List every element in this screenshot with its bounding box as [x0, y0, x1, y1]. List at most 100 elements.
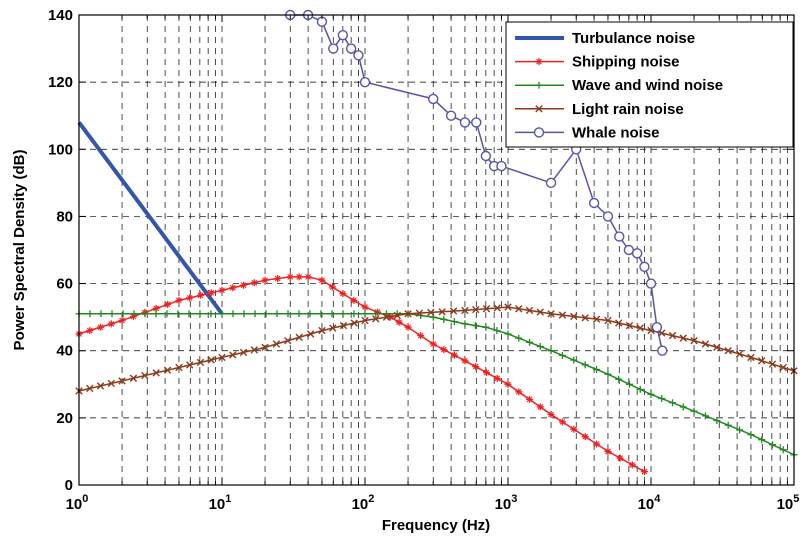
axis-ticks	[79, 14, 794, 486]
shipping-noise-point	[617, 455, 624, 462]
shipping-noise-point	[605, 448, 611, 455]
x-tick-label: 102	[352, 493, 375, 513]
light-rain-noise-point	[461, 306, 469, 315]
shipping-noise-point	[262, 277, 268, 284]
light-rain-noise-point	[636, 324, 644, 332]
light-rain-noise-point	[758, 357, 766, 365]
legend-label: Light rain noise	[572, 101, 684, 118]
light-rain-noise-point	[547, 310, 555, 318]
shipping-noise-point	[515, 388, 522, 395]
shipping-noise-point	[229, 284, 236, 291]
plot-frame	[78, 14, 795, 486]
light-rain-noise-point	[175, 363, 183, 372]
y-axis-label: Power Spectral Density (dB)	[11, 150, 28, 351]
shipping-noise-point	[472, 363, 479, 370]
light-rain-noise-point	[581, 314, 589, 322]
y-tick-labels: 0 20 40 60 80 100 120 140	[48, 7, 73, 494]
light-rain-noise-point	[570, 312, 578, 321]
y-tick-label: 120	[48, 74, 73, 91]
shipping-noise-point	[305, 273, 311, 280]
light-rain-noise-point	[779, 363, 787, 372]
legend-label: Shipping noise	[572, 54, 680, 71]
light-rain-noise-point	[218, 353, 226, 362]
whale-noise-point	[445, 110, 457, 121]
light-rain-noise-point	[306, 330, 315, 338]
light-rain-noise-point	[525, 306, 534, 315]
shipping-noise-point	[296, 273, 303, 280]
x-tick-label: 101	[209, 493, 232, 513]
shipping-noise-point	[108, 320, 115, 327]
shipping-noise-point	[319, 277, 325, 284]
x-tick-label: 104	[638, 493, 662, 513]
shipping-noise-point	[405, 324, 411, 331]
y-tick-label: 40	[56, 343, 73, 360]
shipping-noise-point	[351, 297, 357, 304]
whale-noise-point	[428, 93, 439, 105]
light-rain-noise-point	[768, 360, 777, 368]
legend-label: Turbulance noise	[572, 30, 695, 47]
light-rain-noise-point	[493, 304, 501, 312]
light-rain-noise-point	[427, 308, 435, 317]
light-rain-noise-point	[382, 313, 391, 321]
shipping-noise-point	[362, 304, 368, 310]
light-rain-noise-point	[615, 319, 623, 327]
light-rain-noise-point	[515, 305, 523, 313]
light-rain-noise-point	[239, 348, 248, 357]
shipping-noise-point	[153, 305, 160, 312]
shipping-noise-point	[97, 324, 104, 331]
whale-noise-point	[639, 261, 650, 272]
light-rain-noise-point	[449, 307, 458, 315]
whale-noise-point	[657, 345, 668, 356]
light-rain-noise-point	[724, 347, 732, 355]
light-rain-noise-point	[393, 311, 401, 320]
light-rain-noise-point	[701, 340, 710, 348]
shipping-noise-point	[494, 375, 501, 382]
shipping-noise-point	[548, 411, 554, 418]
whale-noise-point	[631, 248, 643, 259]
light-rain-noise-point	[735, 350, 744, 358]
light-rain-noise-point	[339, 321, 348, 330]
light-rain-noise-point	[592, 315, 601, 323]
shipping-noise-point	[430, 341, 437, 347]
whale-noise-point	[459, 117, 471, 128]
shipping-noise-point	[483, 369, 490, 376]
shipping-noise-point	[164, 301, 171, 308]
light-rain-noise-point	[250, 346, 258, 354]
x-tick-labels: 100 101 102 103 104 105	[66, 493, 800, 513]
turbulance-noise-line	[77, 121, 224, 315]
light-rain-noise-point	[318, 326, 326, 335]
shipping-noise-point	[176, 297, 182, 304]
shipping-noise-point	[526, 396, 533, 403]
shipping-noise-point	[537, 404, 544, 410]
whale-noise-point	[602, 211, 614, 222]
shipping-noise-point	[559, 418, 566, 425]
whale-noise-point	[614, 231, 625, 242]
shipping-noise-point	[219, 287, 225, 294]
light-rain-noise-point	[107, 379, 115, 388]
shipping-noise-point	[329, 284, 336, 290]
whale-noise-point	[337, 29, 349, 41]
light-rain-noise-point	[668, 331, 677, 340]
light-rain-noise-point	[536, 308, 544, 316]
shipping-noise-point	[570, 426, 577, 433]
light-rain-noise-point	[329, 324, 337, 332]
whale-noise-point	[345, 43, 357, 54]
shipping-noise-point	[251, 279, 258, 286]
light-rain-noise-point	[196, 358, 205, 367]
whale-noise-point	[651, 322, 663, 333]
legend-marker	[533, 127, 545, 138]
light-rain-noise-point	[372, 315, 380, 323]
shipping-noise-point	[287, 273, 294, 280]
y-tick-label: 140	[48, 7, 73, 24]
legend-entry-whale-noise: Whale noise	[515, 124, 660, 141]
light-rain-noise-point	[438, 308, 446, 316]
legend: Turbulance noise Shipping noise Wave and w…	[505, 21, 794, 148]
light-rain-noise-point	[350, 319, 358, 327]
light-rain-noise-point	[129, 374, 138, 382]
legend-entry-turbulance-noise: Turbulance noise	[515, 30, 695, 47]
light-rain-noise-point	[141, 371, 149, 380]
whale-noise-point	[545, 177, 557, 189]
legend-label: Whale noise	[572, 124, 660, 141]
light-rain-noise-point	[118, 377, 126, 385]
